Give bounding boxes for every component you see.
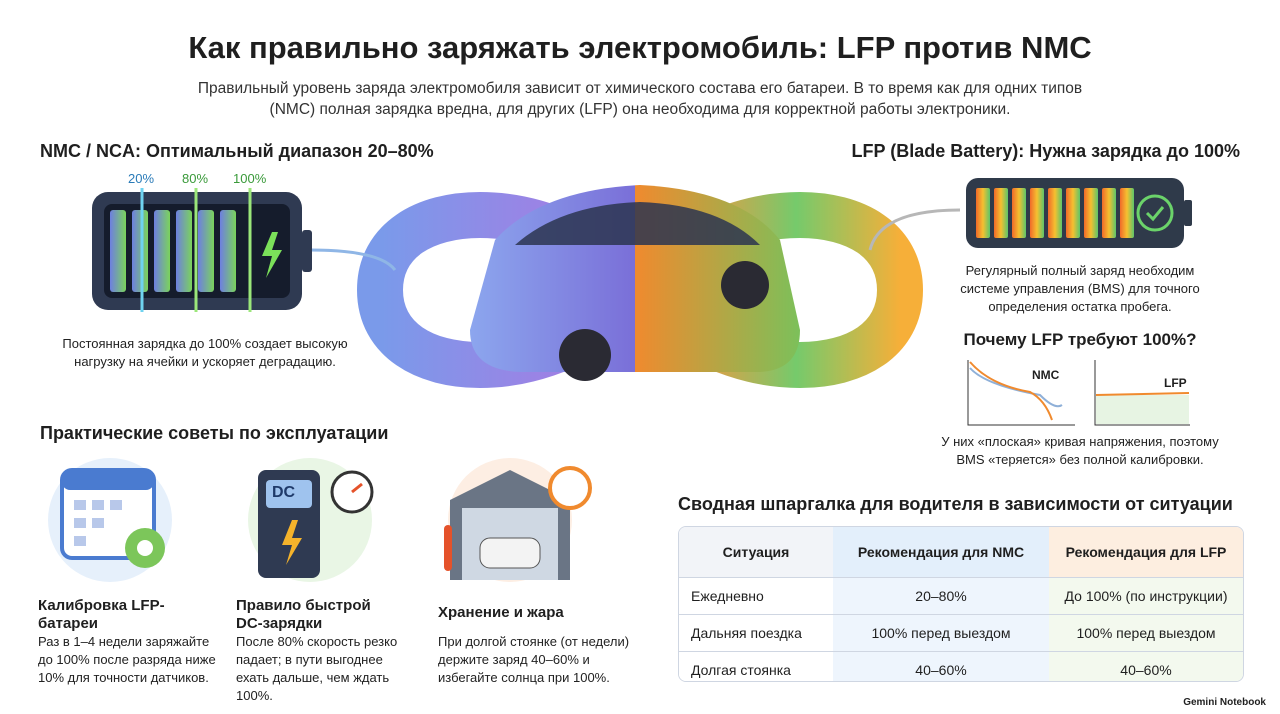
subtitle: Правильный уровень заряда электромобиля … bbox=[197, 80, 1083, 118]
table-cell: 100% перед выездом bbox=[833, 614, 1049, 652]
nmc-title: NMC / NCA: Оптимальный диапазон 20–80% bbox=[40, 141, 434, 161]
lfp-note: Регулярный полный заряд необходим систем… bbox=[960, 263, 1200, 314]
table-row: Долгая стоянка 40–60% 40–60% bbox=[679, 651, 1243, 681]
table-body: Ежедневно 20–80% До 100% (по инструкции) Да… bbox=[679, 577, 1243, 681]
lfp-title: LFP (Blade Battery): Нужна зарядка до 10… bbox=[851, 141, 1240, 161]
table-cell: 100% перед выездом bbox=[1049, 614, 1243, 652]
level-label: 100% bbox=[233, 171, 267, 186]
tip-title: Хранение и жара bbox=[438, 604, 564, 621]
header-cell: Ситуация bbox=[679, 527, 833, 578]
table-cell: Долгая стоянка bbox=[679, 651, 833, 681]
table-title: Сводная шпаргалка для водителя в зависим… bbox=[678, 494, 1233, 514]
level-label: 20% bbox=[128, 171, 155, 186]
level-label: 80% bbox=[182, 171, 209, 186]
header-cell: Рекомендация для NMC bbox=[833, 527, 1049, 578]
tip-title: Калибровка LFP-батареи bbox=[38, 597, 165, 632]
header-row: Ситуация Рекомендация для NMC Рекомендац… bbox=[679, 527, 1243, 578]
curve-label: LFP bbox=[1164, 376, 1187, 390]
why-title: Почему LFP требуют 100%? bbox=[963, 330, 1197, 349]
tip-text: Раз в 1–4 недели заряжайте до 100% после… bbox=[38, 634, 216, 685]
curve-label: NMC bbox=[1032, 368, 1060, 382]
table-cell: 20–80% bbox=[833, 577, 1049, 615]
tip-text: После 80% скорость резко падает; в пути … bbox=[236, 634, 398, 703]
tips-title: Практические советы по эксплуатации bbox=[40, 423, 389, 443]
title: Как правильно заряжать электромобиль: LF… bbox=[188, 30, 1092, 65]
summary-table: Ситуация Рекомендация для NMC Рекомендац… bbox=[679, 527, 1243, 681]
table-row: Ежедневно 20–80% До 100% (по инструкции) bbox=[679, 577, 1243, 615]
tip-title: Правило быстрой DC-зарядки bbox=[236, 597, 371, 632]
table-cell: Ежедневно bbox=[679, 577, 833, 615]
dc-icon-label: DC bbox=[272, 484, 296, 501]
why-note: У них «плоская» кривая напряжения, поэто… bbox=[941, 434, 1219, 467]
table-cell: До 100% (по инструкции) bbox=[1049, 577, 1243, 615]
table-frame: Ситуация Рекомендация для NMC Рекомендац… bbox=[678, 526, 1244, 682]
table-row: Дальняя поездка 100% перед выездом 100% пе… bbox=[679, 614, 1243, 652]
brand: Gemini Notebook bbox=[1183, 697, 1266, 708]
table-cell: Дальняя поездка bbox=[679, 614, 833, 652]
table-cell: 40–60% bbox=[1049, 651, 1243, 681]
nmc-note: Постоянная зарядка до 100% создает высок… bbox=[62, 336, 348, 369]
header-cell: Рекомендация для LFP bbox=[1049, 527, 1243, 578]
table-cell: 40–60% bbox=[833, 651, 1049, 681]
tip-text: При долгой стоянке (от недели) держите з… bbox=[438, 634, 630, 685]
